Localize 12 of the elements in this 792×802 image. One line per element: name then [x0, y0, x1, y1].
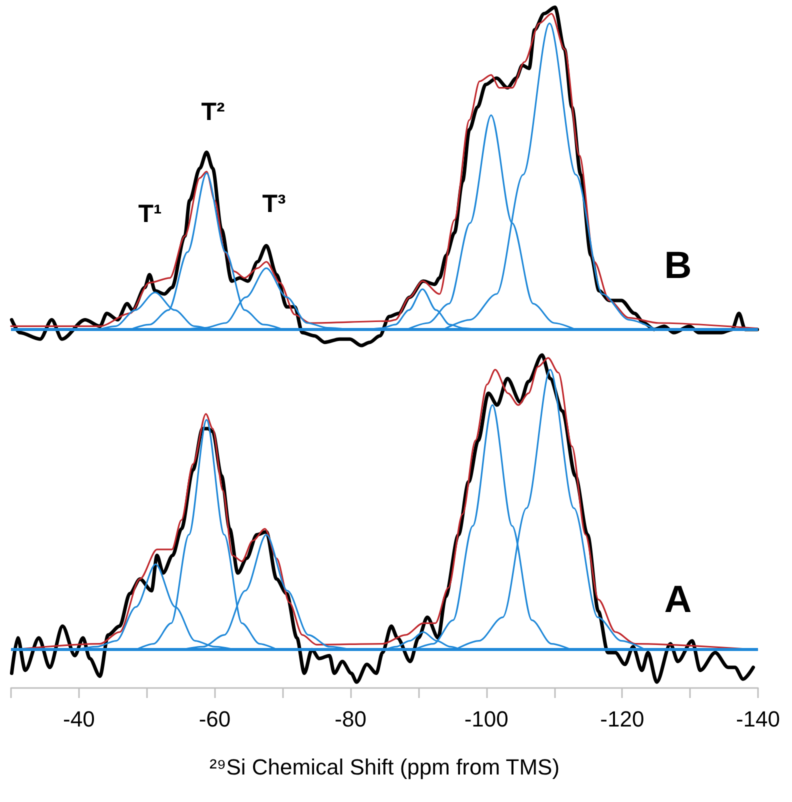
- annotation: T²: [201, 98, 225, 126]
- x-tick-label: -100: [464, 706, 508, 732]
- x-tick-label: -120: [600, 706, 644, 732]
- annotation: A: [664, 579, 692, 621]
- x-tick-label: -140: [736, 706, 780, 732]
- annotation: B: [664, 245, 692, 287]
- x-axis-title: ²⁹Si Chemical Shift (ppm from TMS): [209, 754, 560, 780]
- x-tick-label: -60: [198, 706, 231, 732]
- x-tick-label: -80: [334, 706, 366, 732]
- annotation: T¹: [138, 200, 162, 228]
- x-tick-label: -40: [63, 706, 95, 732]
- annotation: T³: [262, 190, 286, 218]
